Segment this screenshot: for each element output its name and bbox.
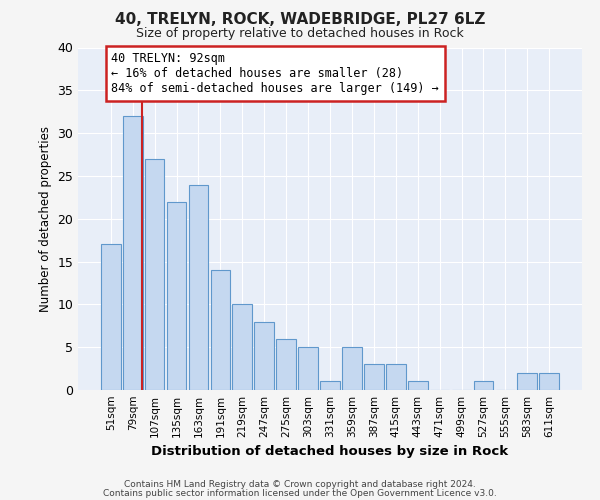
Text: Size of property relative to detached houses in Rock: Size of property relative to detached ho… [136,28,464,40]
Bar [386,364,406,390]
Y-axis label: Number of detached properties: Number of detached properties [39,126,52,312]
Bar [123,116,143,390]
Bar [298,347,318,390]
Bar [254,322,274,390]
Bar [101,244,121,390]
Bar [342,347,362,390]
Bar [232,304,252,390]
Bar [145,159,164,390]
Text: Contains public sector information licensed under the Open Government Licence v3: Contains public sector information licen… [103,488,497,498]
Bar [539,373,559,390]
Text: 40 TRELYN: 92sqm
← 16% of detached houses are smaller (28)
84% of semi-detached : 40 TRELYN: 92sqm ← 16% of detached house… [112,52,439,95]
Bar [188,184,208,390]
Bar [211,270,230,390]
Text: Contains HM Land Registry data © Crown copyright and database right 2024.: Contains HM Land Registry data © Crown c… [124,480,476,489]
Bar [320,382,340,390]
Bar [473,382,493,390]
Text: 40, TRELYN, ROCK, WADEBRIDGE, PL27 6LZ: 40, TRELYN, ROCK, WADEBRIDGE, PL27 6LZ [115,12,485,28]
Bar [364,364,384,390]
Bar [167,202,187,390]
X-axis label: Distribution of detached houses by size in Rock: Distribution of detached houses by size … [151,446,509,458]
Bar [408,382,428,390]
Bar [517,373,537,390]
Bar [276,338,296,390]
